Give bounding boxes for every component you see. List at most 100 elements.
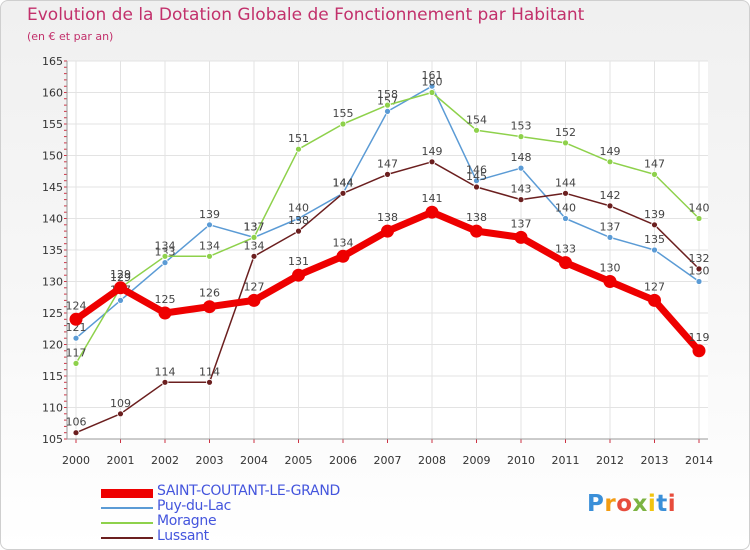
data-point xyxy=(562,215,569,222)
data-point xyxy=(384,108,391,115)
data-point xyxy=(295,215,302,222)
legend-label: SAINT-COUTANT-LE-GRAND xyxy=(157,483,340,499)
data-point xyxy=(206,221,213,229)
x-tick-label: 2009 xyxy=(463,454,491,467)
data-label: 124 xyxy=(66,299,87,312)
y-tick-label: 140 xyxy=(42,213,63,226)
x-tick-label: 2014 xyxy=(685,454,713,467)
data-point xyxy=(473,126,480,134)
data-point xyxy=(606,158,614,166)
data-point xyxy=(603,275,617,288)
data-point xyxy=(606,202,614,210)
legend-label: Puy-du-Lac xyxy=(157,498,232,514)
y-tick-label: 120 xyxy=(42,339,63,352)
data-point xyxy=(158,306,172,320)
y-tick-label: 115 xyxy=(42,370,63,383)
y-tick-label: 135 xyxy=(42,244,63,257)
legend-label: Lussant xyxy=(157,528,209,544)
data-label: 153 xyxy=(511,120,532,133)
x-tick-label: 2002 xyxy=(151,454,179,467)
data-label: 133 xyxy=(555,243,576,256)
data-point xyxy=(651,246,658,254)
data-point xyxy=(72,429,80,437)
data-label: 134 xyxy=(199,239,220,252)
data-point xyxy=(384,170,391,178)
data-label: 145 xyxy=(466,170,487,183)
data-point xyxy=(72,359,80,367)
data-label: 138 xyxy=(288,214,309,227)
y-tick-label: 130 xyxy=(42,276,63,289)
data-label: 106 xyxy=(66,416,87,429)
legend-swatch xyxy=(101,537,153,539)
data-label: 129 xyxy=(110,268,131,281)
data-label: 151 xyxy=(288,132,309,145)
y-tick-label: 150 xyxy=(42,150,63,163)
data-point xyxy=(206,252,213,260)
data-point xyxy=(161,252,169,260)
data-point xyxy=(562,139,569,147)
data-point xyxy=(425,205,439,219)
data-point xyxy=(695,278,703,285)
y-tick-label: 165 xyxy=(42,55,63,68)
data-label: 160 xyxy=(422,76,443,89)
data-point xyxy=(114,281,127,295)
data-label: 127 xyxy=(644,280,665,293)
data-label: 142 xyxy=(600,189,621,202)
data-label: 140 xyxy=(689,202,710,215)
data-point xyxy=(336,249,350,263)
x-tick-label: 2000 xyxy=(62,454,90,467)
data-point xyxy=(428,158,436,166)
legend-swatch xyxy=(101,522,153,524)
data-point xyxy=(470,224,483,238)
data-label: 117 xyxy=(66,346,87,359)
data-label: 135 xyxy=(644,233,665,246)
data-point xyxy=(648,293,661,307)
data-point xyxy=(517,133,525,141)
data-label: 133 xyxy=(155,246,176,259)
data-label: 109 xyxy=(110,397,131,410)
data-point xyxy=(651,170,658,178)
chart-title: Evolution de la Dotation Globale de Fonc… xyxy=(27,5,585,25)
data-label: 138 xyxy=(377,211,398,224)
data-label: 152 xyxy=(555,126,576,139)
legend-swatch xyxy=(101,507,153,509)
data-point xyxy=(295,145,302,153)
data-point xyxy=(295,227,302,235)
data-point xyxy=(381,224,394,238)
proxiti-logo: Proxiti xyxy=(587,491,677,517)
data-label: 154 xyxy=(466,113,487,126)
data-point xyxy=(514,230,528,244)
data-point xyxy=(692,344,706,358)
data-label: 140 xyxy=(288,202,309,215)
data-point xyxy=(517,196,525,204)
data-point xyxy=(695,215,703,222)
data-label: 134 xyxy=(244,239,265,252)
data-point xyxy=(651,221,658,229)
data-point xyxy=(161,259,169,267)
x-tick-label: 2004 xyxy=(240,454,268,467)
data-label: 144 xyxy=(333,176,354,189)
data-label: 114 xyxy=(155,365,176,378)
data-label: 139 xyxy=(644,208,665,221)
data-point xyxy=(517,164,525,172)
data-point xyxy=(69,312,83,326)
data-point xyxy=(117,296,124,304)
data-label: 146 xyxy=(466,164,487,177)
y-tick-label: 105 xyxy=(42,433,63,446)
data-label: 148 xyxy=(511,151,532,164)
data-point xyxy=(206,378,213,386)
x-tick-label: 2011 xyxy=(552,454,580,467)
data-point xyxy=(428,89,436,96)
data-label: 125 xyxy=(155,293,176,306)
data-point xyxy=(339,189,347,197)
data-point xyxy=(161,378,169,386)
x-tick-label: 2008 xyxy=(418,454,446,467)
data-label: 138 xyxy=(466,211,487,224)
data-point xyxy=(695,265,703,273)
data-point xyxy=(247,293,261,307)
data-point xyxy=(72,334,80,342)
data-label: 114 xyxy=(199,365,220,378)
data-point xyxy=(473,183,480,191)
data-label: 137 xyxy=(244,220,265,233)
